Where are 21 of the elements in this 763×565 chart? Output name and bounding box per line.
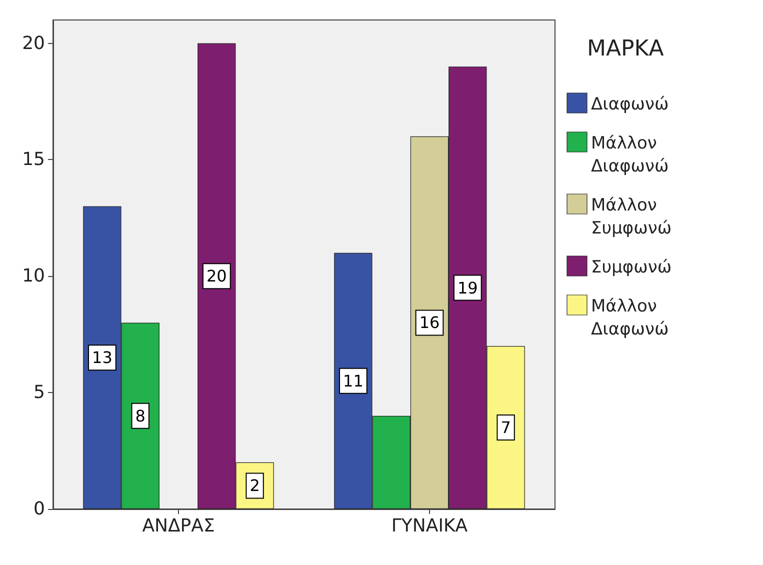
data-label: 20 xyxy=(206,266,227,286)
legend-label: Μάλλον Συμφωνώ xyxy=(591,196,672,238)
x-tick-label: ΑΝΔΡΑΣ xyxy=(142,516,215,536)
legend-title: ΜΑΡΚΑ xyxy=(587,36,664,62)
legend-label: Μάλλον Διαφωνώ xyxy=(591,134,669,176)
y-tick-label: 10 xyxy=(22,266,45,287)
legend-label: Συμφωνώ xyxy=(591,258,672,278)
y-tick-label: 0 xyxy=(34,498,45,520)
data-label: 19 xyxy=(457,278,478,298)
y-tick-label: 20 xyxy=(22,32,45,54)
data-label: 8 xyxy=(135,406,146,426)
data-label: 7 xyxy=(500,418,511,437)
x-tick-label: ΓΥΝΑΙΚΑ xyxy=(391,516,468,536)
data-label: 13 xyxy=(92,348,112,368)
data-label: 11 xyxy=(343,371,364,390)
legend-label: Μάλλον Διαφωνώ xyxy=(591,296,669,340)
data-label: 16 xyxy=(419,313,440,332)
y-tick-label: 5 xyxy=(34,382,45,404)
data-label: 2 xyxy=(250,476,260,496)
legend-label: Διαφωνώ xyxy=(591,94,669,114)
y-tick-label: 15 xyxy=(22,149,45,170)
